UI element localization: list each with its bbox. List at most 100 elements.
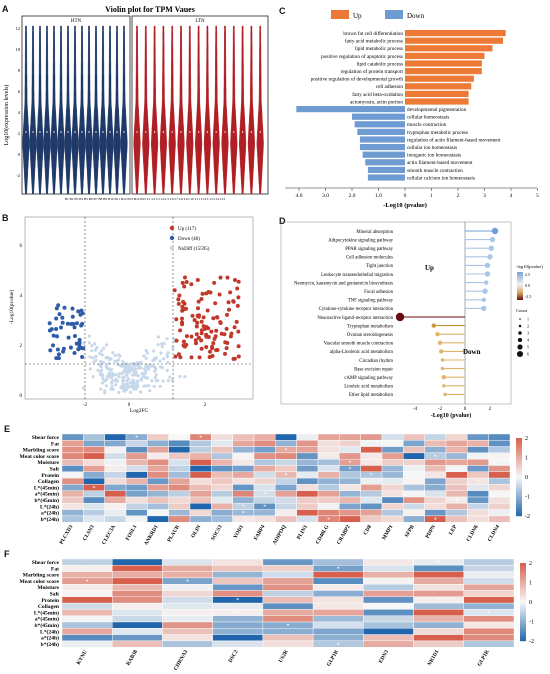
panel-label-a: A bbox=[2, 4, 9, 14]
heatmap-cell bbox=[312, 571, 364, 579]
heatmap-cell bbox=[253, 515, 276, 523]
volcano-point-up bbox=[197, 313, 201, 318]
heatmap-cell bbox=[125, 515, 148, 523]
volcano-point-nodiff bbox=[90, 349, 94, 353]
heatmap-cell bbox=[262, 640, 314, 648]
volcano-point-up bbox=[231, 299, 236, 304]
volcano-point-up bbox=[236, 329, 241, 334]
kegg-term-label: Cell adhesion molecules bbox=[346, 256, 393, 261]
heatmap-cell bbox=[296, 477, 319, 485]
volcano-point-down bbox=[54, 327, 59, 331]
heatmap-col-label: GLP1R bbox=[326, 649, 340, 667]
kegg-term-label: Vascular smooth muscle contraction bbox=[324, 342, 394, 347]
volcano-point-nodiff bbox=[107, 361, 111, 366]
heatmap-cell bbox=[339, 477, 361, 485]
heatmap-cell bbox=[232, 515, 255, 523]
heatmap-cell bbox=[125, 446, 148, 454]
heatmap-cell bbox=[168, 503, 191, 510]
volcano-point-up bbox=[200, 291, 205, 296]
heatmap-col-label: US2R bbox=[278, 649, 290, 664]
volcano-plot: -Log10(pvalue) Log2FC -2 0 2 0 2 4 6 Up … bbox=[8, 216, 254, 414]
violin-ytick: 4 bbox=[18, 110, 21, 115]
volcano-point-up bbox=[226, 300, 231, 305]
volcano-point-nodiff bbox=[156, 335, 160, 339]
volcano-point-nodiff bbox=[143, 376, 148, 380]
heatmap-row-label: Shear force bbox=[32, 560, 60, 566]
go-bar-down bbox=[367, 166, 405, 173]
volcano-point-nodiff bbox=[136, 384, 140, 389]
heatmap-cell bbox=[360, 477, 383, 485]
violin-htn-6 bbox=[57, 25, 65, 195]
volcano-xlabel: Log2FC bbox=[130, 408, 149, 414]
heatmap-row-label: Collagen bbox=[38, 479, 60, 485]
heatmap-cell bbox=[317, 452, 340, 460]
kegg-count-tick: 1 bbox=[527, 317, 529, 322]
volcano-point-down bbox=[65, 321, 70, 326]
violin-ltn-13-median bbox=[241, 131, 244, 133]
violin-plot: Violin plot for TPM Vaues Log10(expressi… bbox=[3, 5, 269, 201]
heatmap-cell bbox=[168, 509, 191, 517]
volcano-point-nodiff bbox=[153, 356, 157, 360]
heatmap-cell bbox=[162, 621, 213, 629]
heatmap-sig-mark: * bbox=[337, 642, 340, 648]
go-bar-down bbox=[296, 106, 405, 113]
go-bar-down bbox=[359, 144, 405, 151]
heatmap-cell bbox=[61, 615, 113, 623]
heatmap-sig-mark: * bbox=[349, 467, 352, 473]
volcano-point-down bbox=[57, 312, 62, 317]
heatmap-row-label: a*(24h) bbox=[41, 510, 59, 517]
volcano-point-nodiff bbox=[118, 372, 122, 376]
volcano-point-up bbox=[174, 317, 179, 322]
violin-htn-3 bbox=[36, 25, 44, 195]
heatmap-cell bbox=[211, 509, 233, 517]
kegg-dot bbox=[443, 392, 447, 397]
heatmap-cell bbox=[189, 465, 212, 473]
heatmap-scale-tick: -1 bbox=[525, 495, 530, 501]
kegg-count-tick: 2 bbox=[527, 324, 529, 329]
kegg-count-legend: 1 2 3 4 5 6 bbox=[516, 317, 529, 358]
violin-ltn-12 bbox=[230, 25, 238, 195]
heatmap-cell bbox=[488, 446, 511, 454]
violin-xticks: B1 B2 B3 B4 B5 B6 B7 B8 B9 B10 B11 B12 B… bbox=[65, 197, 226, 201]
heatmap-cell bbox=[111, 634, 163, 642]
volcano-point-nodiff bbox=[101, 360, 105, 364]
heatmap-cell bbox=[463, 640, 515, 648]
volcano-point-down bbox=[72, 325, 77, 330]
heatmap-cell bbox=[403, 452, 425, 460]
heatmap-cell bbox=[104, 440, 127, 447]
heatmap-sig-mark: * bbox=[236, 611, 239, 617]
volcano-point-nodiff bbox=[153, 369, 157, 373]
volcano-point-nodiff bbox=[139, 390, 143, 394]
heatmap-cell bbox=[424, 446, 447, 454]
kegg-term-label: Cytokine-cytokine receptor interaction bbox=[319, 307, 394, 312]
violin-ltn-5 bbox=[168, 25, 176, 195]
heatmap-cell bbox=[381, 484, 404, 491]
heatmap-cell bbox=[262, 577, 314, 585]
volcano-point-up bbox=[184, 334, 189, 339]
volcano-point-nodiff bbox=[117, 358, 121, 362]
volcano-point-down bbox=[77, 337, 82, 342]
volcano-point-up bbox=[194, 324, 199, 329]
kegg-dot bbox=[487, 254, 493, 260]
kegg-count-tick: 6 bbox=[527, 352, 529, 357]
go-bar-up bbox=[405, 83, 472, 90]
violin-htn-7-median bbox=[67, 131, 69, 133]
volcano-point-nodiff bbox=[165, 368, 169, 373]
kegg-dot bbox=[488, 245, 494, 251]
volcano-point-down bbox=[71, 321, 76, 326]
heatmap-cell bbox=[275, 490, 297, 498]
heatmap-row-label: Moisture bbox=[37, 460, 59, 466]
heatmap-sig-mark: * bbox=[242, 511, 245, 517]
heatmap-cell bbox=[424, 433, 447, 441]
heatmap-cell bbox=[111, 558, 163, 566]
go-bar-down bbox=[357, 128, 405, 135]
heatmap-cell bbox=[363, 565, 414, 572]
heatmap-cell bbox=[488, 440, 511, 447]
violin-ltn-6-median bbox=[180, 131, 182, 133]
heatmap-cell bbox=[104, 484, 127, 491]
kegg-term-label: Neomycin, kanamycin and gentamicin biosy… bbox=[294, 281, 393, 286]
heatmap-cell bbox=[296, 452, 319, 460]
kegg-term-label: Adipocytokine signaling pathway bbox=[328, 238, 393, 243]
volcano-point-nodiff bbox=[124, 371, 128, 375]
heatmap-cell bbox=[413, 565, 465, 572]
